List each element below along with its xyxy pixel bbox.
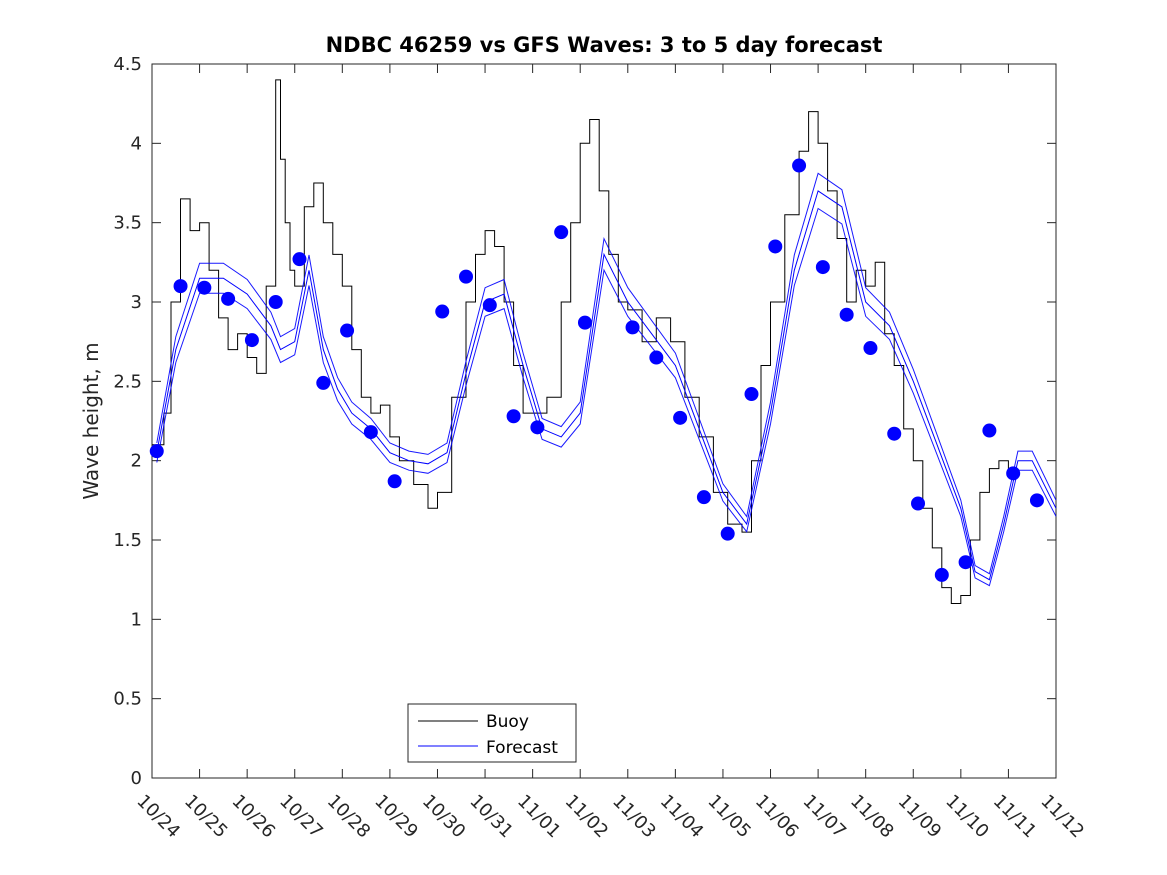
forecast-marker <box>982 423 997 438</box>
forecast-marker <box>1006 466 1021 481</box>
y-tick-label: 2.5 <box>113 371 142 392</box>
forecast-marker <box>720 526 735 541</box>
y-tick-label: 3 <box>131 292 142 313</box>
y-axis-label: Wave height, m <box>79 342 103 499</box>
forecast-marker <box>577 315 592 330</box>
legend: Buoy Forecast <box>407 703 577 763</box>
legend-buoy-label: Buoy <box>486 712 529 732</box>
forecast-marker <box>934 567 949 582</box>
forecast-marker <box>363 425 378 440</box>
forecast-marker <box>149 444 164 459</box>
y-tick-label: 4 <box>131 133 142 154</box>
buoy-series-line <box>152 79 1014 604</box>
forecast-marker <box>863 341 878 356</box>
forecast-marker <box>435 304 450 319</box>
forecast-marker <box>958 555 973 570</box>
legend-box <box>407 703 577 763</box>
forecast-series-line <box>156 190 1057 581</box>
forecast-marker <box>292 252 307 267</box>
forecast-marker <box>673 410 688 425</box>
y-tick-label: 2 <box>131 451 142 472</box>
forecast-series-line-run2 <box>156 172 1057 575</box>
forecast-marker <box>911 496 926 511</box>
forecast-marker <box>530 420 545 435</box>
forecast-marker <box>887 426 902 441</box>
y-tick-label: 4.5 <box>113 54 142 75</box>
legend-forecast-label: Forecast <box>486 738 558 758</box>
forecast-marker <box>244 333 259 348</box>
forecast-marker <box>554 225 569 240</box>
forecast-marker <box>197 280 212 295</box>
y-tick-label: 3.5 <box>113 213 142 234</box>
forecast-series-line-run3 <box>156 207 1057 587</box>
forecast-marker <box>625 320 640 335</box>
forecast-marker <box>316 375 331 390</box>
forecast-marker <box>221 291 236 306</box>
forecast-marker <box>839 307 854 322</box>
chart-title: NDBC 46259 vs GFS Waves: 3 to 5 day fore… <box>326 33 883 57</box>
forecast-marker <box>1029 493 1044 508</box>
forecast-marker <box>792 158 807 173</box>
axes-box <box>151 63 1057 779</box>
forecast-marker <box>506 409 521 424</box>
forecast-marker <box>649 350 664 365</box>
forecast-marker <box>268 295 283 309</box>
forecast-marker <box>387 474 402 489</box>
y-tick-label: 0 <box>131 768 142 789</box>
forecast-marker <box>744 387 759 402</box>
forecast-marker <box>482 298 497 313</box>
forecast-marker <box>173 279 188 294</box>
forecast-marker <box>815 260 830 275</box>
forecast-marker <box>768 239 783 254</box>
y-tick-label: 1 <box>131 609 142 630</box>
y-tick-label: 0.5 <box>113 689 142 710</box>
forecast-marker <box>696 490 711 505</box>
y-tick-label: 1.5 <box>113 530 142 551</box>
forecast-marker <box>340 323 355 338</box>
forecast-marker <box>459 269 474 284</box>
